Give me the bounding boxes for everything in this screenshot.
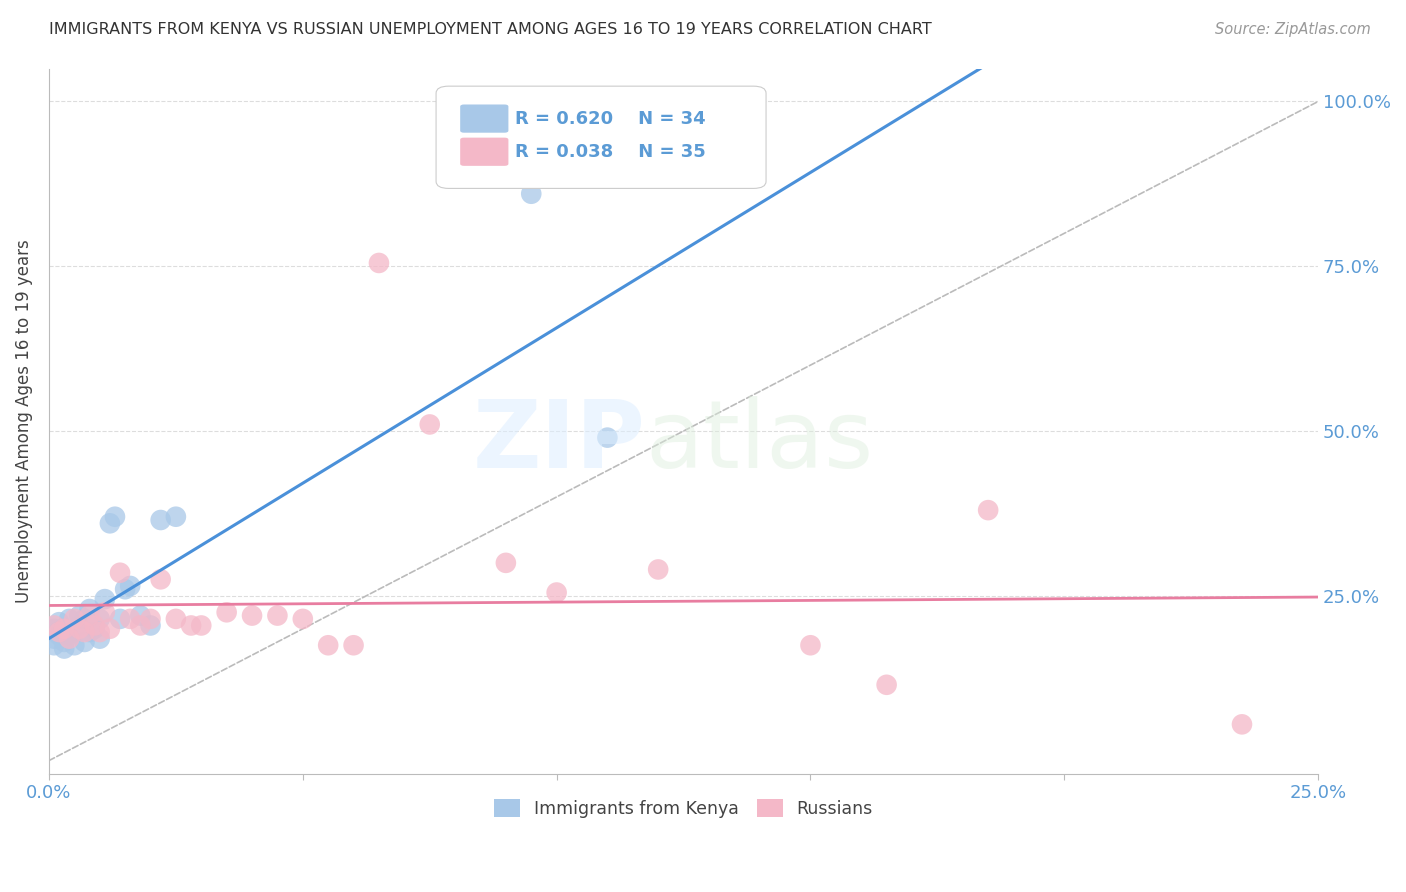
Point xyxy=(48,625,70,640)
Point xyxy=(139,618,162,632)
Point xyxy=(647,562,669,576)
Point xyxy=(63,625,86,640)
Point xyxy=(266,608,288,623)
Point xyxy=(596,431,619,445)
Point xyxy=(42,638,65,652)
Point xyxy=(342,638,364,652)
Point xyxy=(73,612,96,626)
Point xyxy=(240,608,263,623)
Text: R = 0.620    N = 34: R = 0.620 N = 34 xyxy=(515,110,706,128)
Point xyxy=(104,509,127,524)
Point xyxy=(316,638,339,652)
Point xyxy=(79,608,101,623)
Point xyxy=(53,635,76,649)
Point xyxy=(165,612,187,626)
Point xyxy=(58,612,80,626)
Point xyxy=(79,625,101,640)
Legend: Immigrants from Kenya, Russians: Immigrants from Kenya, Russians xyxy=(488,792,880,825)
Point xyxy=(58,628,80,642)
Point xyxy=(876,678,898,692)
Point xyxy=(48,615,70,630)
Point xyxy=(73,625,96,640)
Point xyxy=(520,186,543,201)
Text: ZIP: ZIP xyxy=(472,396,645,488)
Point xyxy=(67,622,90,636)
Point xyxy=(419,417,441,432)
Point xyxy=(89,612,111,626)
Point xyxy=(108,612,131,626)
Point xyxy=(120,579,142,593)
Point xyxy=(58,632,80,646)
Point xyxy=(114,582,136,597)
Point xyxy=(129,608,152,623)
Point xyxy=(190,618,212,632)
Point xyxy=(73,635,96,649)
Text: R = 0.038    N = 35: R = 0.038 N = 35 xyxy=(515,143,706,161)
Point xyxy=(53,622,76,636)
Point xyxy=(149,572,172,586)
Point xyxy=(94,605,117,619)
Point xyxy=(63,612,86,626)
FancyBboxPatch shape xyxy=(460,137,509,166)
Point xyxy=(42,632,65,646)
Text: IMMIGRANTS FROM KENYA VS RUSSIAN UNEMPLOYMENT AMONG AGES 16 TO 19 YEARS CORRELAT: IMMIGRANTS FROM KENYA VS RUSSIAN UNEMPLO… xyxy=(49,22,932,37)
Point xyxy=(108,566,131,580)
Text: atlas: atlas xyxy=(645,396,873,488)
Point xyxy=(67,608,90,623)
Point xyxy=(139,612,162,626)
Point xyxy=(63,638,86,652)
Point xyxy=(98,516,121,531)
Point xyxy=(53,622,76,636)
Point xyxy=(67,618,90,632)
Point xyxy=(291,612,314,626)
Point xyxy=(48,625,70,640)
Point xyxy=(495,556,517,570)
Point xyxy=(42,618,65,632)
Point xyxy=(83,618,105,632)
Point xyxy=(94,592,117,607)
Point xyxy=(89,625,111,640)
Point xyxy=(79,602,101,616)
Point xyxy=(48,628,70,642)
Point xyxy=(215,605,238,619)
Point xyxy=(368,256,391,270)
Point xyxy=(98,622,121,636)
Point xyxy=(149,513,172,527)
Point xyxy=(977,503,1000,517)
Point xyxy=(129,618,152,632)
Point xyxy=(1230,717,1253,731)
Point xyxy=(546,585,568,599)
Point xyxy=(120,612,142,626)
Point xyxy=(53,641,76,656)
Text: Source: ZipAtlas.com: Source: ZipAtlas.com xyxy=(1215,22,1371,37)
FancyBboxPatch shape xyxy=(460,104,509,133)
Point xyxy=(83,622,105,636)
Point xyxy=(42,622,65,636)
Point xyxy=(89,632,111,646)
FancyBboxPatch shape xyxy=(436,87,766,188)
Point xyxy=(799,638,821,652)
Point xyxy=(165,509,187,524)
Y-axis label: Unemployment Among Ages 16 to 19 years: Unemployment Among Ages 16 to 19 years xyxy=(15,239,32,603)
Point xyxy=(180,618,202,632)
